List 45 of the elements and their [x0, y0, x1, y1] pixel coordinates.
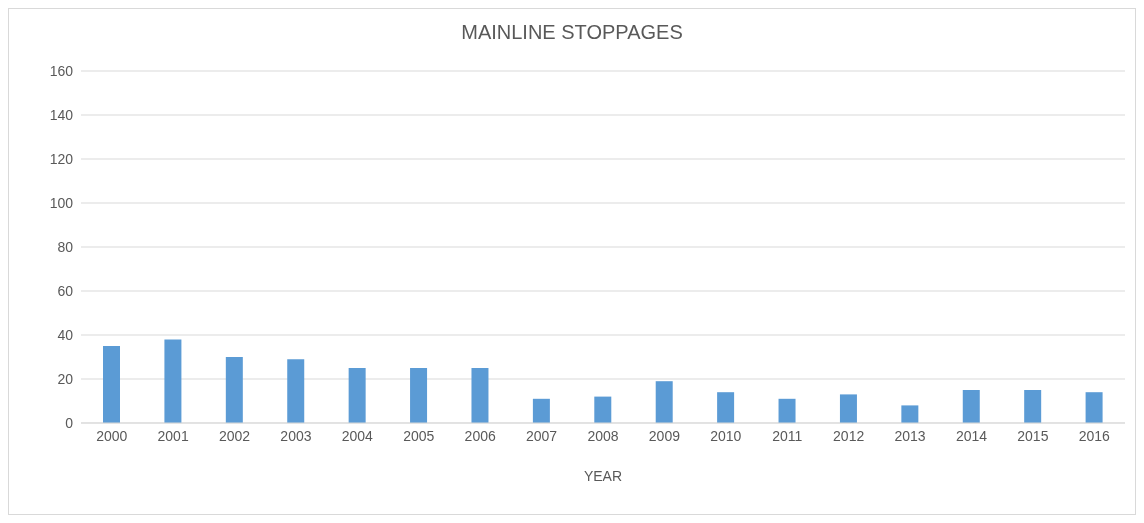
bar: [778, 398, 796, 423]
bar: [594, 396, 612, 423]
bar: [1024, 390, 1042, 423]
y-tick-label: 20: [57, 370, 74, 387]
y-tick-label: 140: [49, 106, 74, 123]
bar: [1085, 392, 1103, 423]
x-tick-label: 2015: [1017, 427, 1049, 444]
x-tick-label: 2016: [1078, 427, 1111, 444]
y-tick-label: 120: [49, 150, 74, 167]
x-tick-label: 2001: [157, 427, 189, 444]
x-tick-label: 2005: [403, 427, 435, 444]
x-tick-label: 2004: [341, 427, 374, 444]
bar: [655, 381, 673, 423]
y-tick-label: 100: [49, 194, 74, 211]
x-tick-label: 2006: [464, 427, 496, 444]
x-tick-label: 2008: [587, 427, 619, 444]
bar: [164, 339, 182, 423]
x-tick-label: 2014: [955, 427, 988, 444]
y-tick-label: 60: [57, 282, 74, 299]
x-tick-label: 2012: [833, 427, 865, 444]
bar: [348, 368, 366, 423]
bar: [410, 368, 428, 423]
bar: [962, 390, 980, 423]
bar: [103, 346, 120, 423]
x-tick-label: 2013: [894, 427, 926, 444]
bar: [225, 357, 243, 423]
x-tick-label: 2003: [280, 427, 312, 444]
bar: [532, 398, 550, 423]
x-axis-title: YEAR: [583, 468, 623, 484]
y-tick-label: 80: [57, 238, 74, 255]
x-tick-label: 2010: [710, 427, 742, 444]
chart-title: MAINLINE STOPPAGES: [460, 20, 684, 45]
x-tick-label: 2000: [96, 427, 128, 444]
bar: [839, 394, 857, 423]
x-tick-label: 2002: [218, 427, 251, 444]
y-tick-label: 0: [65, 414, 74, 431]
bar: [471, 368, 489, 423]
y-tick-label: 40: [57, 326, 74, 343]
bar: [287, 359, 305, 423]
x-tick-label: 2007: [526, 427, 558, 444]
x-tick-label: 2011: [772, 427, 803, 444]
x-tick-label: 2009: [648, 427, 681, 444]
y-tick-label: 160: [49, 62, 74, 79]
bar: [901, 405, 919, 423]
bar: [717, 392, 735, 423]
